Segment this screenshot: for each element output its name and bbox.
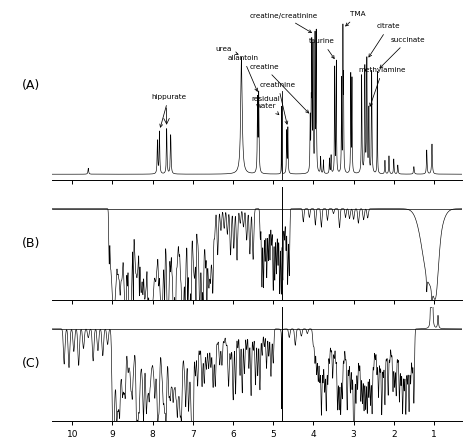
Text: allantoin: allantoin (228, 55, 259, 91)
Text: residual
water: residual water (252, 96, 280, 115)
Text: (C): (C) (21, 357, 40, 370)
Text: creatinine: creatinine (260, 82, 296, 124)
Text: citrate: citrate (369, 24, 401, 57)
Text: (B): (B) (21, 237, 40, 250)
Text: creatine: creatine (250, 64, 309, 113)
Text: taurine: taurine (310, 38, 335, 59)
Text: urea: urea (215, 46, 238, 55)
X-axis label: ppm: ppm (245, 443, 270, 445)
Text: methylamine: methylamine (359, 67, 406, 106)
Text: succinate: succinate (380, 37, 425, 68)
Text: TMA: TMA (346, 12, 366, 26)
Text: (A): (A) (21, 80, 40, 93)
Text: hippurate: hippurate (151, 94, 186, 127)
Text: creatine/creatinine: creatine/creatinine (249, 13, 318, 32)
